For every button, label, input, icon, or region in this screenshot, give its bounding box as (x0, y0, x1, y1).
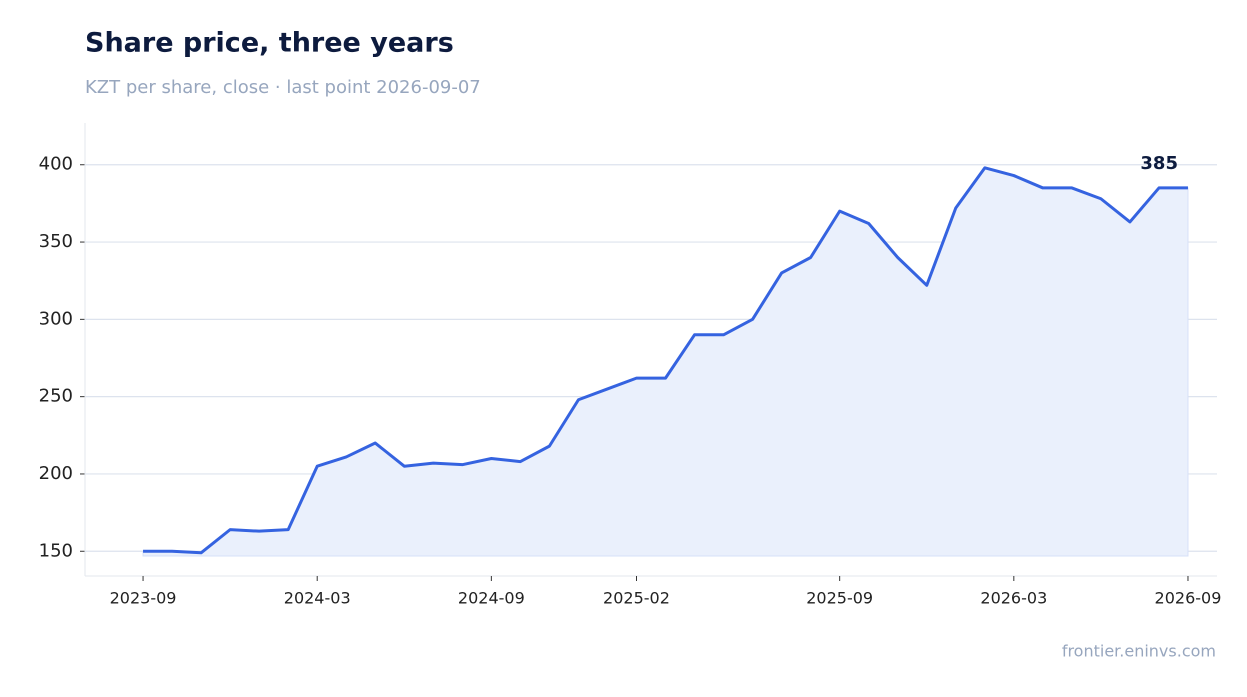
x-tick-label: 2025-09 (806, 589, 873, 608)
y-tick-label: 400 (39, 154, 73, 175)
y-tick-label: 250 (39, 386, 73, 407)
y-tick-label: 350 (39, 231, 73, 252)
x-tick-label: 2024-09 (458, 589, 525, 608)
chart-title: Share price, three years (85, 28, 454, 59)
x-tick-label: 2026-09 (1155, 589, 1222, 608)
x-tick-label: 2025-02 (603, 589, 670, 608)
y-tick-label: 300 (39, 308, 73, 329)
data-label: 385 (1140, 153, 1178, 174)
x-tick-label: 2026-03 (980, 589, 1047, 608)
line (143, 166, 1188, 555)
x-tick-label: 2023-09 (110, 589, 177, 608)
area (142, 167, 1189, 557)
source: frontier.eninvs.com (1062, 642, 1216, 661)
y-tick-label: 200 (39, 463, 73, 484)
y-tick-label: 150 (39, 540, 73, 561)
x-tick-label: 2024-03 (284, 589, 351, 608)
chart-subtitle: KZT per share, close · last point 2026-0… (85, 77, 481, 98)
